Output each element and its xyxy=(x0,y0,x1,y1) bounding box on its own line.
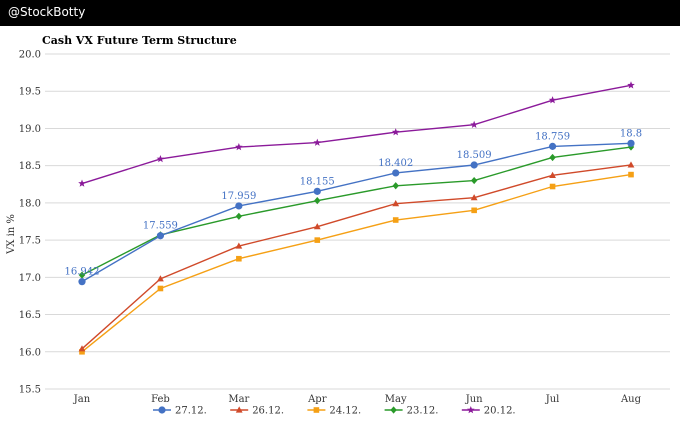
y-tick-label: 17.5 xyxy=(19,236,41,247)
data-point xyxy=(392,217,399,223)
data-point xyxy=(627,139,635,147)
legend-swatch-marker xyxy=(235,406,243,413)
y-tick-label: 15.5 xyxy=(19,385,41,396)
y-tick-label: 20.0 xyxy=(19,50,41,61)
y-tick-label: 19.5 xyxy=(19,87,41,98)
legend-item: 24.12. xyxy=(307,406,361,417)
series-line xyxy=(81,164,632,350)
data-point xyxy=(78,179,86,187)
data-point xyxy=(470,176,478,185)
legend-item: 20.12. xyxy=(461,406,516,417)
y-tick-label: 17.0 xyxy=(19,273,41,284)
y-tick-label: 16.0 xyxy=(19,347,41,358)
data-point xyxy=(157,275,164,282)
x-tick-label: Feb xyxy=(151,394,170,405)
x-tick-label: Jan xyxy=(73,394,91,405)
x-axis-ticks: Jan Feb Mar Apr May Jun Jul Aug xyxy=(73,394,642,405)
brand-handle: @StockBotty xyxy=(8,5,86,19)
legend-swatch-marker xyxy=(390,406,397,414)
data-point xyxy=(470,161,478,169)
data-label: 18.759 xyxy=(535,131,570,142)
data-point xyxy=(156,232,165,240)
grid-lines xyxy=(45,53,670,390)
data-point xyxy=(470,194,478,201)
data-point xyxy=(549,171,556,178)
y-tick-label: 18.0 xyxy=(19,198,41,209)
data-point xyxy=(78,345,86,352)
y-tick-label: 18.5 xyxy=(19,161,41,172)
legend-swatch-marker xyxy=(158,406,166,414)
series-2312 xyxy=(78,143,635,279)
legend-label: 23.12. xyxy=(407,406,439,417)
series-2412 xyxy=(79,171,634,355)
series-2012 xyxy=(78,81,635,187)
data-point xyxy=(79,348,85,355)
data-point xyxy=(549,153,556,162)
y-tick-label: 19.0 xyxy=(19,124,41,135)
y-axis-label: VX in % xyxy=(6,214,17,255)
data-point xyxy=(235,202,243,210)
legend-item: 27.12. xyxy=(153,406,207,417)
data-point xyxy=(470,120,478,128)
x-tick-label: Apr xyxy=(307,394,327,405)
series-line xyxy=(81,173,632,353)
legend-item: 26.12. xyxy=(230,406,284,417)
x-tick-label: Jul xyxy=(545,394,560,405)
data-point xyxy=(235,242,243,249)
data-label: 17.959 xyxy=(221,191,256,202)
data-label: 17.559 xyxy=(143,221,178,232)
series-2612 xyxy=(78,161,635,352)
data-point xyxy=(236,255,242,262)
series-line xyxy=(81,146,632,276)
data-point xyxy=(548,96,557,104)
y-tick-label: 16.5 xyxy=(19,310,41,321)
data-point xyxy=(314,237,321,243)
x-tick-label: Jun xyxy=(465,394,483,405)
top-bar: @StockBotty xyxy=(0,0,680,26)
data-point xyxy=(156,154,165,163)
data-point xyxy=(392,200,400,207)
data-point xyxy=(157,285,164,292)
data-point xyxy=(78,278,86,286)
x-tick-label: Aug xyxy=(620,394,642,405)
data-point xyxy=(627,81,635,89)
legend-swatch-marker xyxy=(467,406,475,414)
data-point xyxy=(471,207,477,214)
data-label: 16.942 xyxy=(65,267,100,278)
data-label: 18.509 xyxy=(457,150,492,161)
y-axis-ticks: 15.5 16.0 16.5 17.0 17.5 18.0 18.5 19.0 19.5 20.0 xyxy=(19,50,41,396)
legend-label: 24.12. xyxy=(329,406,361,417)
data-point xyxy=(628,171,634,178)
x-tick-label: Mar xyxy=(228,394,249,405)
data-point xyxy=(235,212,243,220)
data-label: 18.8 xyxy=(620,128,642,139)
data-point xyxy=(391,128,400,136)
chart-title: Cash VX Future Term Structure xyxy=(42,34,237,47)
data-labels: 16.942 17.559 17.959 18.155 18.402 18.509 18.7… xyxy=(65,128,643,277)
series-2712 xyxy=(78,139,635,286)
data-point xyxy=(235,143,243,151)
legend-swatch-marker xyxy=(313,407,320,413)
data-label: 18.155 xyxy=(300,176,335,187)
vx-term-structure-chart: Cash VX Future Term Structure 15.5 16.0 16… xyxy=(6,34,670,417)
legend: 27.12. 26.12. 24.12. 23.12. 20.12. xyxy=(153,406,516,417)
legend-item: 23.12. xyxy=(384,406,439,417)
x-tick-label: May xyxy=(385,394,407,405)
series-group xyxy=(78,81,635,355)
legend-label: 26.12. xyxy=(252,406,284,417)
data-point xyxy=(313,187,321,195)
data-point xyxy=(313,223,321,230)
series-line xyxy=(81,142,632,283)
data-point xyxy=(548,142,557,150)
data-point xyxy=(392,182,399,190)
data-label: 18.402 xyxy=(378,158,413,169)
data-point xyxy=(549,183,556,190)
series-line xyxy=(81,84,632,185)
legend-label: 27.12. xyxy=(175,406,207,417)
data-point xyxy=(392,169,400,177)
legend-label: 20.12. xyxy=(484,406,516,417)
data-point xyxy=(313,138,322,146)
data-point xyxy=(314,197,321,205)
data-point xyxy=(627,161,635,168)
